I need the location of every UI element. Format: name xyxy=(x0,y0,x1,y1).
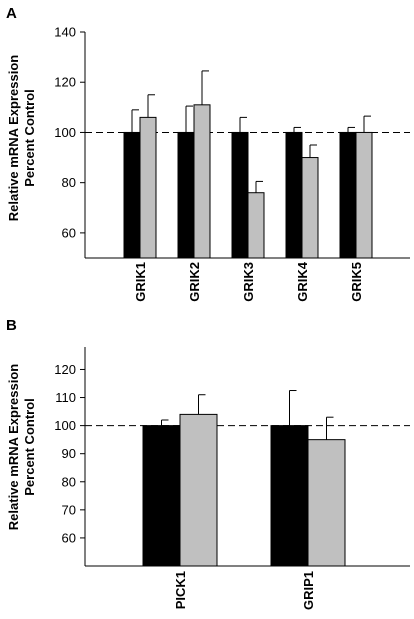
black-bar-pick1 xyxy=(142,425,181,567)
gray-bar-grik1 xyxy=(139,116,157,259)
panel-a-letter: A xyxy=(6,5,17,22)
panel-a-ytick-label: 80 xyxy=(62,175,76,190)
panel-a-category-label-grik3: GRIK3 xyxy=(241,262,256,302)
gray-bar-grik4 xyxy=(301,157,319,259)
panel-b-ylabel-line2: Percent Control xyxy=(22,398,37,496)
panel-a-category-label-grik4: GRIK4 xyxy=(295,261,310,302)
panel-a-category-label-grik1: GRIK1 xyxy=(133,262,148,302)
black-bar-grik2 xyxy=(177,131,195,259)
panel-b-ylabel: Relative mRNA Expression Percent Control xyxy=(6,364,37,530)
panel-a-ylabel: Relative mRNA Expression Percent Control xyxy=(6,55,37,221)
panel-b-ytick-label: 70 xyxy=(62,502,76,517)
black-bar-grik4 xyxy=(285,131,303,259)
black-bar-grik5 xyxy=(339,131,357,259)
panel-a-category-label-grik5: GRIK5 xyxy=(349,262,364,302)
panel-a-plot: 60 80 100 120 140 GRIK1 GRIK2 GRIK3 GRIK4 GRIK5 xyxy=(54,25,410,302)
gray-bar-grik3 xyxy=(247,192,265,259)
gray-bar-grik5 xyxy=(355,131,373,259)
panel-b-ylabel-line1: Relative mRNA Expression xyxy=(6,364,21,530)
black-bar-grik1 xyxy=(123,131,141,259)
panel-a-category-label-grik2: GRIK2 xyxy=(187,262,202,302)
panel-b-plot: 60 70 80 90 100 110 120 PICK1 GRIP1 xyxy=(54,347,410,610)
panel-a-ylabel-line1: Relative mRNA Expression xyxy=(6,55,21,221)
panel-b-ytick-label: 80 xyxy=(62,474,76,489)
panel-a-ylabel-line2: Percent Control xyxy=(22,89,37,187)
panel-a-ytick-label: 100 xyxy=(54,125,76,140)
panel-b-ytick-label: 100 xyxy=(54,418,76,433)
gray-bar-grik2 xyxy=(193,104,211,259)
panel-b-ytick-label: 120 xyxy=(54,362,76,377)
panel-a-ytick-label: 120 xyxy=(54,75,76,90)
panel-b-category-label-pick1: PICK1 xyxy=(173,571,188,609)
panel-b: B Relative mRNA Expression Percent Contr… xyxy=(6,317,410,610)
panel-a-ytick-label: 140 xyxy=(54,25,76,40)
panel-a-ytick-label: 60 xyxy=(62,225,76,240)
black-bar-grip1 xyxy=(270,425,309,567)
gray-bar-grip1 xyxy=(307,439,346,567)
panel-b-category-label-grip1: GRIP1 xyxy=(301,571,316,610)
panel-b-ytick-label: 90 xyxy=(62,446,76,461)
gray-bar-pick1 xyxy=(179,413,218,567)
black-bar-grik3 xyxy=(231,131,249,259)
panel-b-ytick-label: 110 xyxy=(55,390,76,405)
panel-b-letter: B xyxy=(6,317,17,334)
panel-a: A Relative mRNA Expression Percent Contr… xyxy=(6,5,410,302)
panel-b-ytick-label: 60 xyxy=(62,530,76,545)
